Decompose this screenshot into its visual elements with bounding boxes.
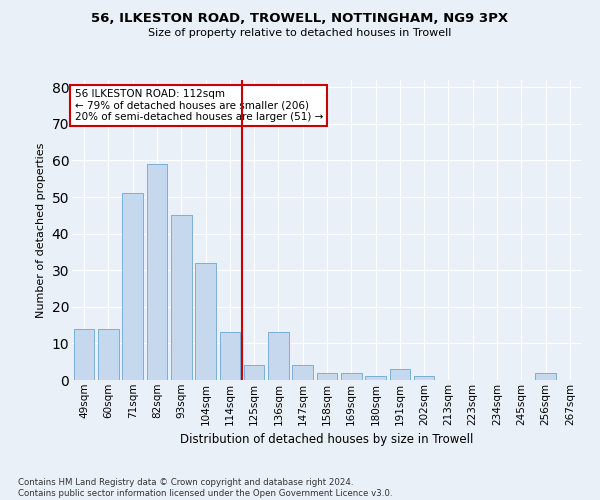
Y-axis label: Number of detached properties: Number of detached properties <box>36 142 46 318</box>
Bar <box>171 216 191 380</box>
Text: Contains HM Land Registry data © Crown copyright and database right 2024.
Contai: Contains HM Land Registry data © Crown c… <box>18 478 392 498</box>
Bar <box>146 164 167 380</box>
Bar <box>220 332 240 380</box>
X-axis label: Distribution of detached houses by size in Trowell: Distribution of detached houses by size … <box>181 433 473 446</box>
Text: 56 ILKESTON ROAD: 112sqm
← 79% of detached houses are smaller (206)
20% of semi-: 56 ILKESTON ROAD: 112sqm ← 79% of detach… <box>74 89 323 122</box>
Text: Size of property relative to detached houses in Trowell: Size of property relative to detached ho… <box>148 28 452 38</box>
Bar <box>292 366 313 380</box>
Bar <box>317 372 337 380</box>
Bar <box>122 194 143 380</box>
Bar <box>341 372 362 380</box>
Bar <box>98 329 119 380</box>
Bar <box>268 332 289 380</box>
Bar <box>195 263 216 380</box>
Bar <box>365 376 386 380</box>
Bar <box>414 376 434 380</box>
Bar <box>535 372 556 380</box>
Bar <box>244 366 265 380</box>
Bar <box>74 329 94 380</box>
Text: 56, ILKESTON ROAD, TROWELL, NOTTINGHAM, NG9 3PX: 56, ILKESTON ROAD, TROWELL, NOTTINGHAM, … <box>91 12 509 26</box>
Bar <box>389 369 410 380</box>
